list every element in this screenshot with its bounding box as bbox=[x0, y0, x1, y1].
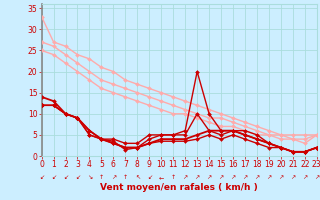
Text: ↗: ↗ bbox=[219, 175, 224, 180]
Text: ↙: ↙ bbox=[63, 175, 68, 180]
Text: ↑: ↑ bbox=[123, 175, 128, 180]
Text: ↗: ↗ bbox=[314, 175, 319, 180]
Text: ↘: ↘ bbox=[87, 175, 92, 180]
Text: ↗: ↗ bbox=[111, 175, 116, 180]
X-axis label: Vent moyen/en rafales ( km/h ): Vent moyen/en rafales ( km/h ) bbox=[100, 183, 258, 192]
Text: ↗: ↗ bbox=[302, 175, 308, 180]
Text: ↙: ↙ bbox=[147, 175, 152, 180]
Text: ↗: ↗ bbox=[206, 175, 212, 180]
Text: ↑: ↑ bbox=[171, 175, 176, 180]
Text: ←: ← bbox=[159, 175, 164, 180]
Text: ↑: ↑ bbox=[99, 175, 104, 180]
Text: ↗: ↗ bbox=[266, 175, 272, 180]
Text: ↗: ↗ bbox=[230, 175, 236, 180]
Text: ↗: ↗ bbox=[182, 175, 188, 180]
Text: ↗: ↗ bbox=[278, 175, 284, 180]
Text: ↖: ↖ bbox=[135, 175, 140, 180]
Text: ↙: ↙ bbox=[75, 175, 80, 180]
Text: ↗: ↗ bbox=[195, 175, 200, 180]
Text: ↗: ↗ bbox=[254, 175, 260, 180]
Text: ↙: ↙ bbox=[51, 175, 56, 180]
Text: ↗: ↗ bbox=[242, 175, 248, 180]
Text: ↙: ↙ bbox=[39, 175, 44, 180]
Text: ↗: ↗ bbox=[290, 175, 295, 180]
